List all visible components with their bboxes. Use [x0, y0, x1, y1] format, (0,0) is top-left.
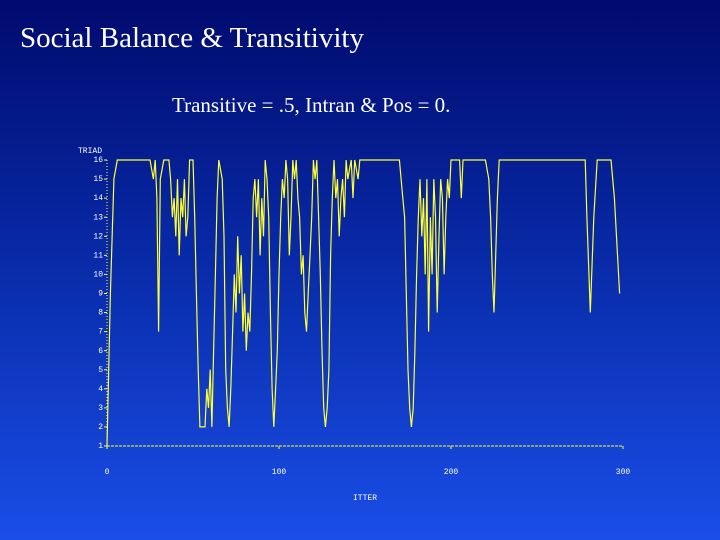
x-axis-label: ITTER [353, 494, 377, 503]
x-tick-label: 0 [105, 468, 110, 477]
x-tick-label: 300 [616, 468, 631, 477]
y-tick-label: 12 [93, 232, 103, 241]
y-tick-label: 6 [98, 347, 103, 356]
x-tick-label: 100 [272, 468, 287, 477]
y-tick-label: 3 [98, 404, 103, 413]
y-tick-label: 2 [98, 423, 103, 432]
data-line [106, 159, 621, 447]
y-tick-label: 16 [93, 156, 103, 165]
y-tick-label: 15 [93, 175, 103, 184]
y-axis-label: TRIAD [78, 147, 102, 156]
slide-title: Social Balance & Transitivity [20, 22, 364, 54]
y-tick-label: 7 [98, 328, 103, 337]
y-tick-label: 13 [93, 213, 103, 222]
x-tick-label: 200 [444, 468, 459, 477]
y-tick-label: 1 [98, 442, 103, 451]
y-tick-label: 11 [93, 251, 103, 260]
y-tick-label: 10 [93, 271, 103, 280]
y-tick-label: 5 [98, 366, 103, 375]
y-tick-label: 4 [98, 385, 103, 394]
y-tick-label: 8 [98, 309, 103, 318]
y-tick-label: 14 [93, 194, 103, 203]
chart-subtitle: Transitive = .5, Intran & Pos = 0. [172, 93, 450, 117]
y-tick-label: 9 [98, 290, 103, 299]
